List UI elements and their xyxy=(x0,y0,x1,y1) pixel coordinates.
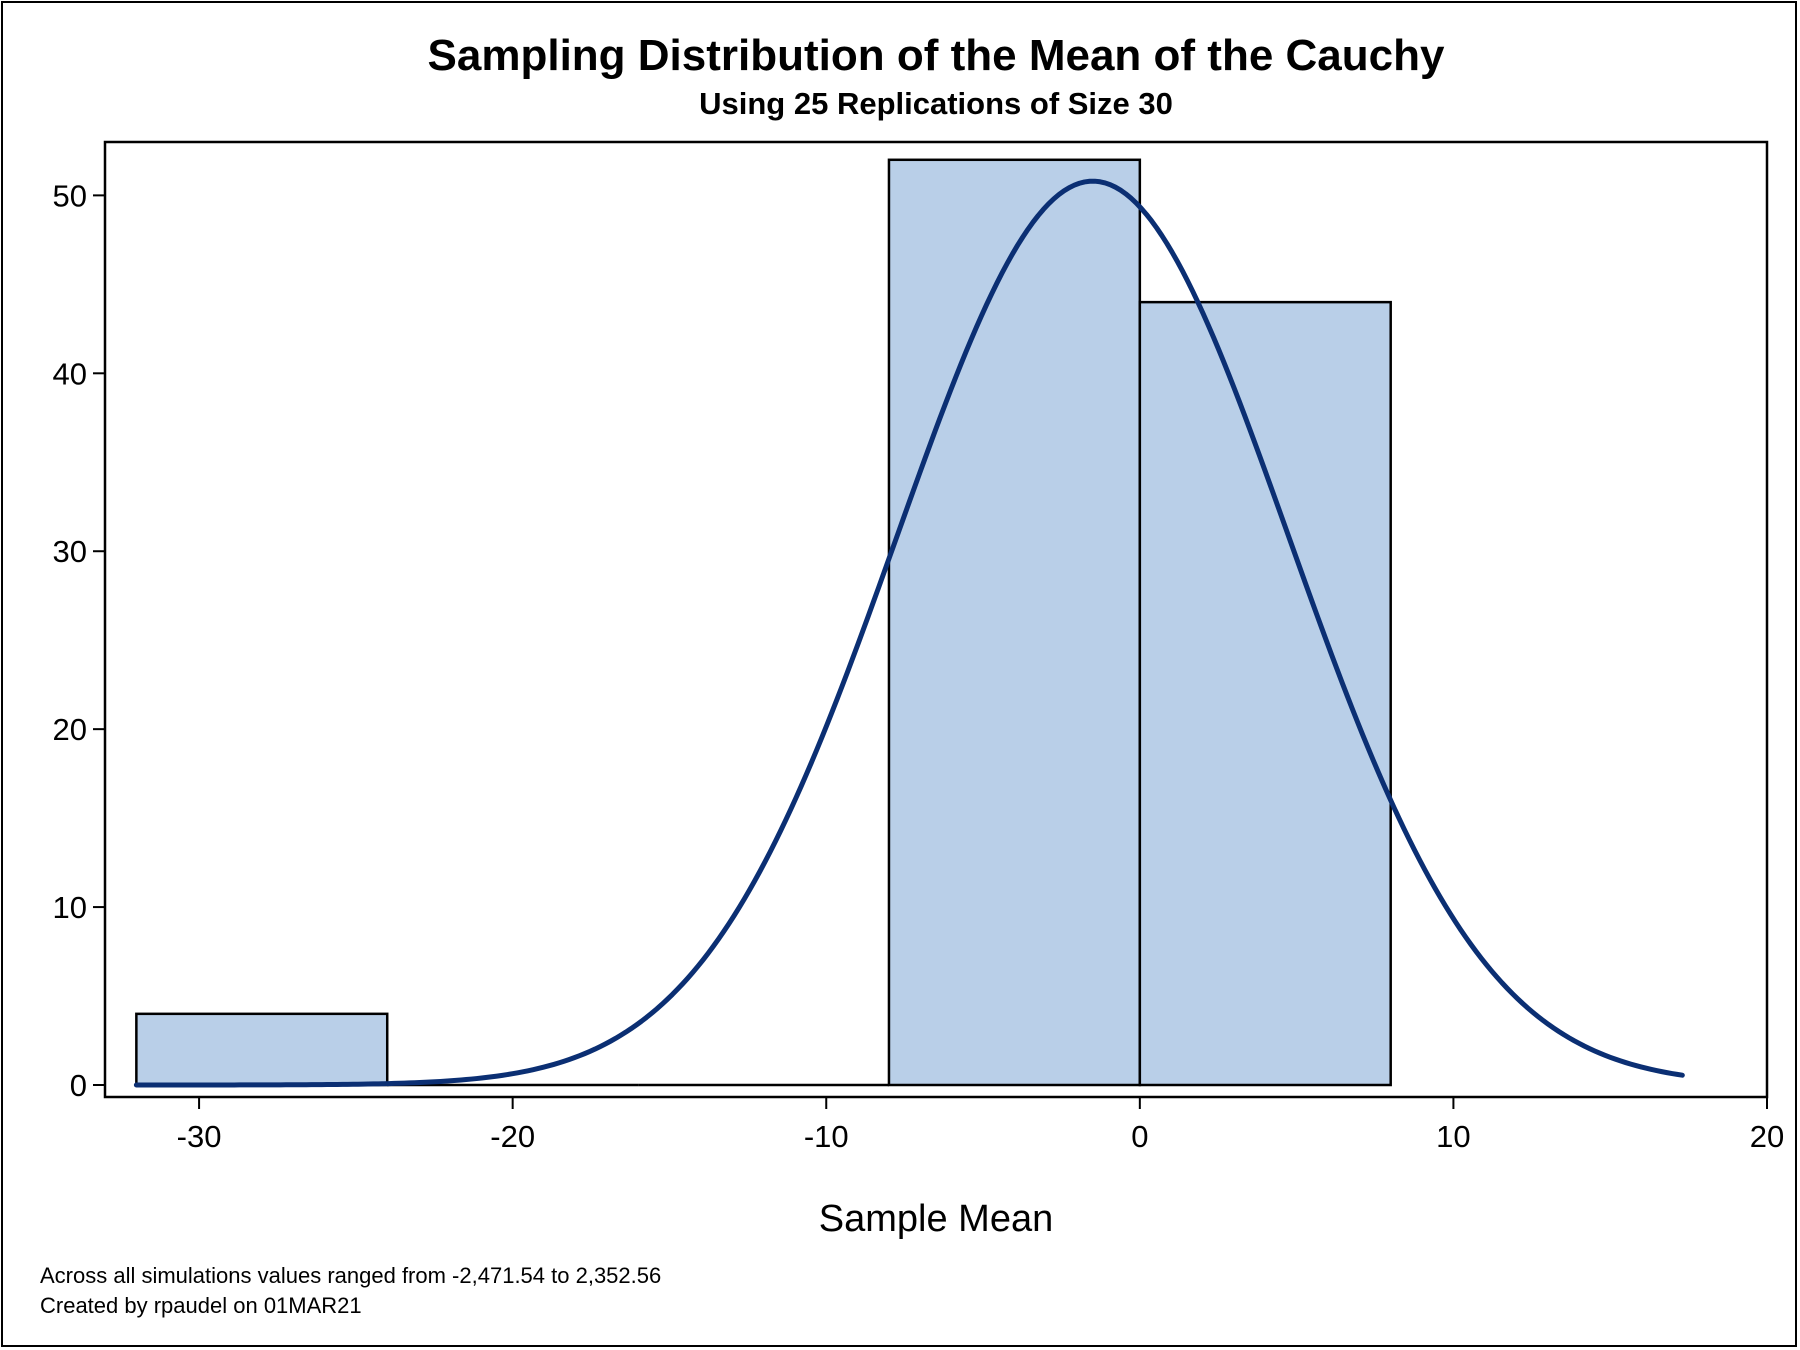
y-axis: 0 10 20 30 40 50 xyxy=(53,178,105,1103)
x-tick-label: 0 xyxy=(1131,1119,1148,1154)
y-tick-label: 0 xyxy=(70,1068,87,1103)
x-tick-label: -10 xyxy=(804,1119,849,1154)
histogram-bar-4 xyxy=(1138,300,1392,1087)
footnote-range: Across all simulations values ranged fro… xyxy=(40,1263,661,1288)
y-tick-label: 50 xyxy=(53,178,87,213)
x-tick-label: -30 xyxy=(177,1119,222,1154)
y-tick-label: 10 xyxy=(53,890,87,925)
chart-subtitle: Using 25 Replications of Size 30 xyxy=(699,86,1173,121)
histogram-bar-0 xyxy=(135,1012,389,1087)
x-axis-label: Sample Mean xyxy=(819,1198,1053,1240)
x-tick-label: 10 xyxy=(1436,1119,1470,1154)
x-tick-label: 20 xyxy=(1750,1119,1784,1154)
x-axis: -30 -20 -10 0 10 20 xyxy=(177,1097,1784,1154)
y-tick-label: 40 xyxy=(53,356,87,391)
footnote-created: Created by rpaudel on 01MAR21 xyxy=(40,1293,362,1318)
density-curve xyxy=(133,178,1685,1088)
y-tick-label: 30 xyxy=(53,534,87,569)
chart-title: Sampling Distribution of the Mean of the… xyxy=(428,31,1445,80)
x-tick-label: -20 xyxy=(490,1119,535,1154)
y-tick-label: 20 xyxy=(53,712,87,747)
histogram-bar-3 xyxy=(887,158,1142,1087)
density-curve-layer xyxy=(133,178,1685,1088)
